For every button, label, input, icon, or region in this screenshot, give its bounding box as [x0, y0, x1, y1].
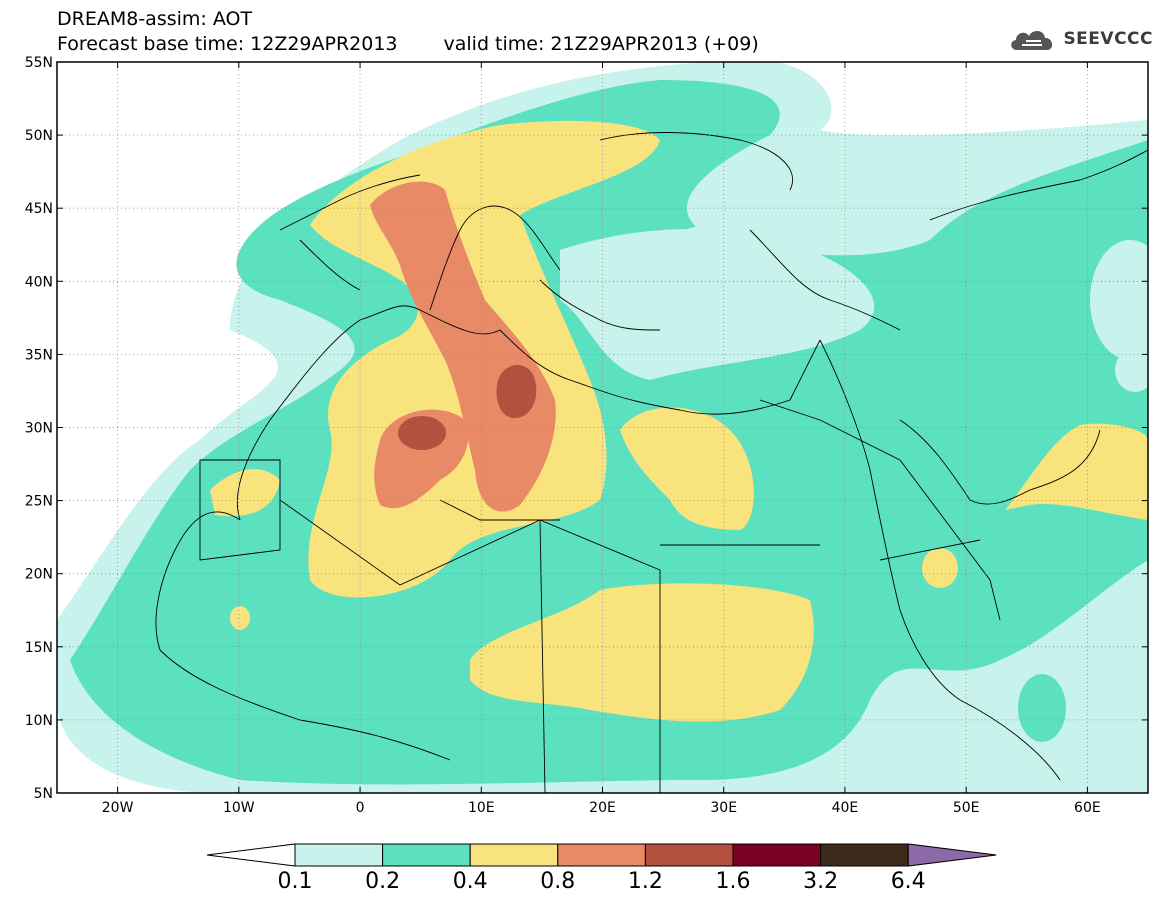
- lon-label: 40E: [832, 800, 859, 816]
- valid-time: valid time: 21Z29APR2013 (+09): [443, 33, 759, 55]
- seevccc-logo: SEEVCCC: [1007, 24, 1153, 54]
- colorbar-high-arrow: [907, 843, 997, 867]
- colorbar-label: 1.6: [716, 869, 751, 894]
- colorbar-segment: [820, 843, 909, 867]
- colorbar-label: 6.4: [891, 869, 926, 894]
- lat-label: 20N: [25, 567, 53, 583]
- colorbar-segment: [382, 843, 471, 867]
- colorbar-label: 1.2: [628, 869, 663, 894]
- map-title: DREAM8-assim: AOT: [57, 8, 253, 30]
- lat-label: 15N: [25, 640, 53, 656]
- time-info: Forecast base time: 12Z29APR2013 valid ti…: [57, 34, 759, 54]
- colorbar-label: 0.2: [365, 869, 400, 894]
- aot-contour-1.2: [398, 365, 537, 450]
- lon-label: 60E: [1074, 800, 1101, 816]
- lat-label: 30N: [25, 421, 53, 437]
- lon-label: 10W: [223, 800, 255, 816]
- lon-label: 20E: [589, 800, 616, 816]
- latitude-labels: 55N 50N 45N 40N 35N 30N 25N 20N 15N 10N 5N: [25, 55, 53, 802]
- lat-label: 35N: [25, 347, 53, 363]
- colorbar-segment: [644, 843, 734, 867]
- colorbar-segment: [732, 843, 822, 867]
- logo-text: SEEVCCC: [1063, 29, 1153, 49]
- aot-field: [57, 62, 1148, 793]
- cloud-icon: [1011, 30, 1053, 50]
- colorbar-label: 0.8: [540, 869, 575, 894]
- colorbar-label: 3.2: [803, 869, 838, 894]
- lat-label: 5N: [34, 786, 53, 802]
- base-time: Forecast base time: 12Z29APR2013: [57, 33, 398, 55]
- lon-label: 30E: [710, 800, 737, 816]
- colorbar-segment: [469, 843, 559, 867]
- lat-label: 50N: [25, 128, 53, 144]
- lon-label: 20W: [102, 800, 134, 816]
- lon-label: 0: [356, 800, 365, 816]
- coastlines: [155, 132, 1148, 793]
- colorbar-segment: [557, 843, 646, 867]
- aot-contour-0.2: [70, 80, 1148, 785]
- colorbar-label: 0.1: [278, 869, 313, 894]
- longitude-labels: 20W 10W 0 10E 20E 30E 40E 50E 60E: [102, 800, 1101, 816]
- lat-label: 45N: [25, 201, 53, 217]
- lon-label: 10E: [468, 800, 495, 816]
- lat-label: 55N: [25, 55, 53, 71]
- lat-label: 40N: [25, 274, 53, 290]
- colorbar-segment: [294, 843, 384, 867]
- lon-label: 50E: [953, 800, 980, 816]
- lat-label: 10N: [25, 713, 53, 729]
- colorbar-low-arrow: [206, 843, 296, 867]
- lat-label: 25N: [25, 494, 53, 510]
- axis-ticks: [57, 61, 1148, 794]
- colorbar-label: 0.4: [453, 869, 488, 894]
- colorbar: 0.1 0.2 0.4 0.8 1.2 1.6 3.2 6.4: [206, 843, 997, 894]
- aot-contour-0.1-inner: [560, 215, 1148, 392]
